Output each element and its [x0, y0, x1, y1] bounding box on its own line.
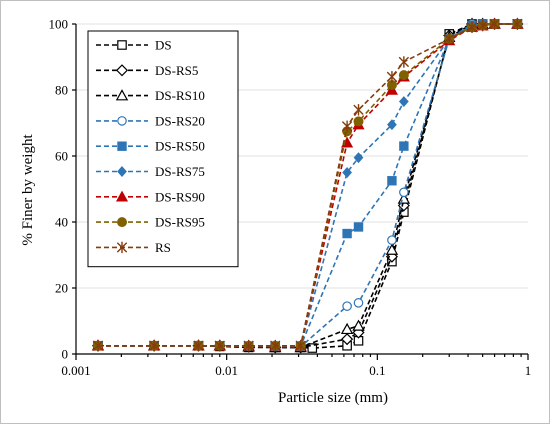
data-point: [387, 235, 397, 245]
series-line: [98, 23, 518, 347]
data-point: [489, 18, 500, 30]
data-point: [477, 19, 488, 32]
data-point: [352, 319, 365, 331]
data-point: [353, 152, 364, 164]
data-point: [353, 298, 364, 308]
data-point: [342, 301, 352, 311]
legend-label: DS-RS75: [155, 164, 205, 179]
x-tick-label: 1: [525, 363, 532, 378]
series-line: [98, 23, 518, 349]
legend-label: DS-RS95: [155, 215, 205, 230]
y-tick-label: 60: [55, 149, 68, 164]
legend-entry-ds-rs90: DS-RS90: [96, 189, 205, 204]
data-point: [466, 21, 478, 33]
legend-marker: [116, 241, 128, 254]
legend-marker: [117, 217, 127, 228]
data-point: [398, 96, 409, 108]
data-point: [387, 119, 397, 131]
legend-entry-ds-rs50: DS-RS50: [96, 139, 205, 154]
axes: 0 20 40 60 80 100 0.001 0.01 0.1 1: [49, 17, 532, 379]
legend-label: RS: [155, 240, 171, 255]
legend-entry-ds: DS: [96, 38, 172, 53]
legend-entry-ds-rs20: DS-RS20: [96, 113, 205, 128]
data-point: [342, 228, 352, 239]
legend-marker: [117, 166, 127, 177]
data-point: [387, 176, 397, 186]
data-point: [398, 56, 410, 68]
data-point: [353, 116, 364, 127]
legend-marker: [117, 141, 127, 151]
data-point: [385, 243, 399, 255]
x-axis-label: Particle size (mm): [278, 390, 388, 406]
data-point: [512, 18, 523, 30]
plot-area: [91, 17, 524, 354]
legend-marker: [117, 40, 127, 50]
legend-entry-ds-rs75: DS-RS75: [96, 164, 205, 179]
series-line: [98, 23, 518, 349]
data-point: [398, 70, 409, 81]
x-tick-label: 0.01: [215, 363, 238, 378]
data-point: [341, 120, 353, 132]
legend-entry-rs: RS: [96, 240, 171, 255]
data-point: [353, 104, 364, 116]
data-point: [341, 333, 354, 346]
data-point: [307, 343, 318, 353]
data-point: [386, 71, 398, 83]
legend-entry-ds-rs10: DS-RS10: [96, 88, 205, 103]
data-point: [399, 141, 409, 151]
legend-label: DS: [155, 38, 172, 53]
data-point: [243, 340, 254, 352]
data-point: [353, 222, 364, 232]
legend-label: DS-RS10: [155, 88, 205, 103]
legend-label: DS-RS50: [155, 139, 205, 154]
data-point: [193, 340, 204, 352]
y-tick-label: 80: [55, 83, 68, 98]
legend-label: DS-RS5: [155, 63, 198, 78]
legend-label: DS-RS20: [155, 113, 205, 128]
data-point: [295, 340, 306, 352]
data-point: [340, 322, 354, 335]
data-point: [92, 340, 104, 352]
y-axis-label: % Finer by weight: [20, 134, 36, 246]
x-tick-label: 0.1: [369, 363, 385, 378]
data-point: [342, 167, 352, 178]
legend-entry-ds-rs95: DS-RS95: [96, 215, 205, 230]
data-point: [444, 33, 455, 45]
legend-marker: [115, 190, 129, 202]
y-tick-label: 20: [55, 281, 68, 296]
data-point: [214, 340, 225, 352]
y-tick-label: 0: [62, 347, 69, 362]
data-point: [270, 340, 281, 352]
series-line: [98, 23, 518, 347]
y-tick-label: 100: [49, 17, 69, 32]
legend-marker: [117, 116, 127, 126]
legend: DS DS-RS5 DS-RS10 DS-RS20 DS-RS50 DS-RS75 DS-R…: [87, 30, 239, 268]
legend-marker: [115, 89, 129, 101]
legend-entry-ds-rs5: DS-RS5: [96, 63, 198, 78]
y-tick-label: 40: [55, 215, 68, 230]
data-point: [399, 187, 409, 198]
series-rs: [92, 18, 523, 352]
data-point: [148, 340, 160, 352]
legend-marker: [115, 64, 129, 77]
legend-label: DS-RS90: [155, 189, 205, 204]
x-tick-label: 0.001: [61, 363, 90, 378]
